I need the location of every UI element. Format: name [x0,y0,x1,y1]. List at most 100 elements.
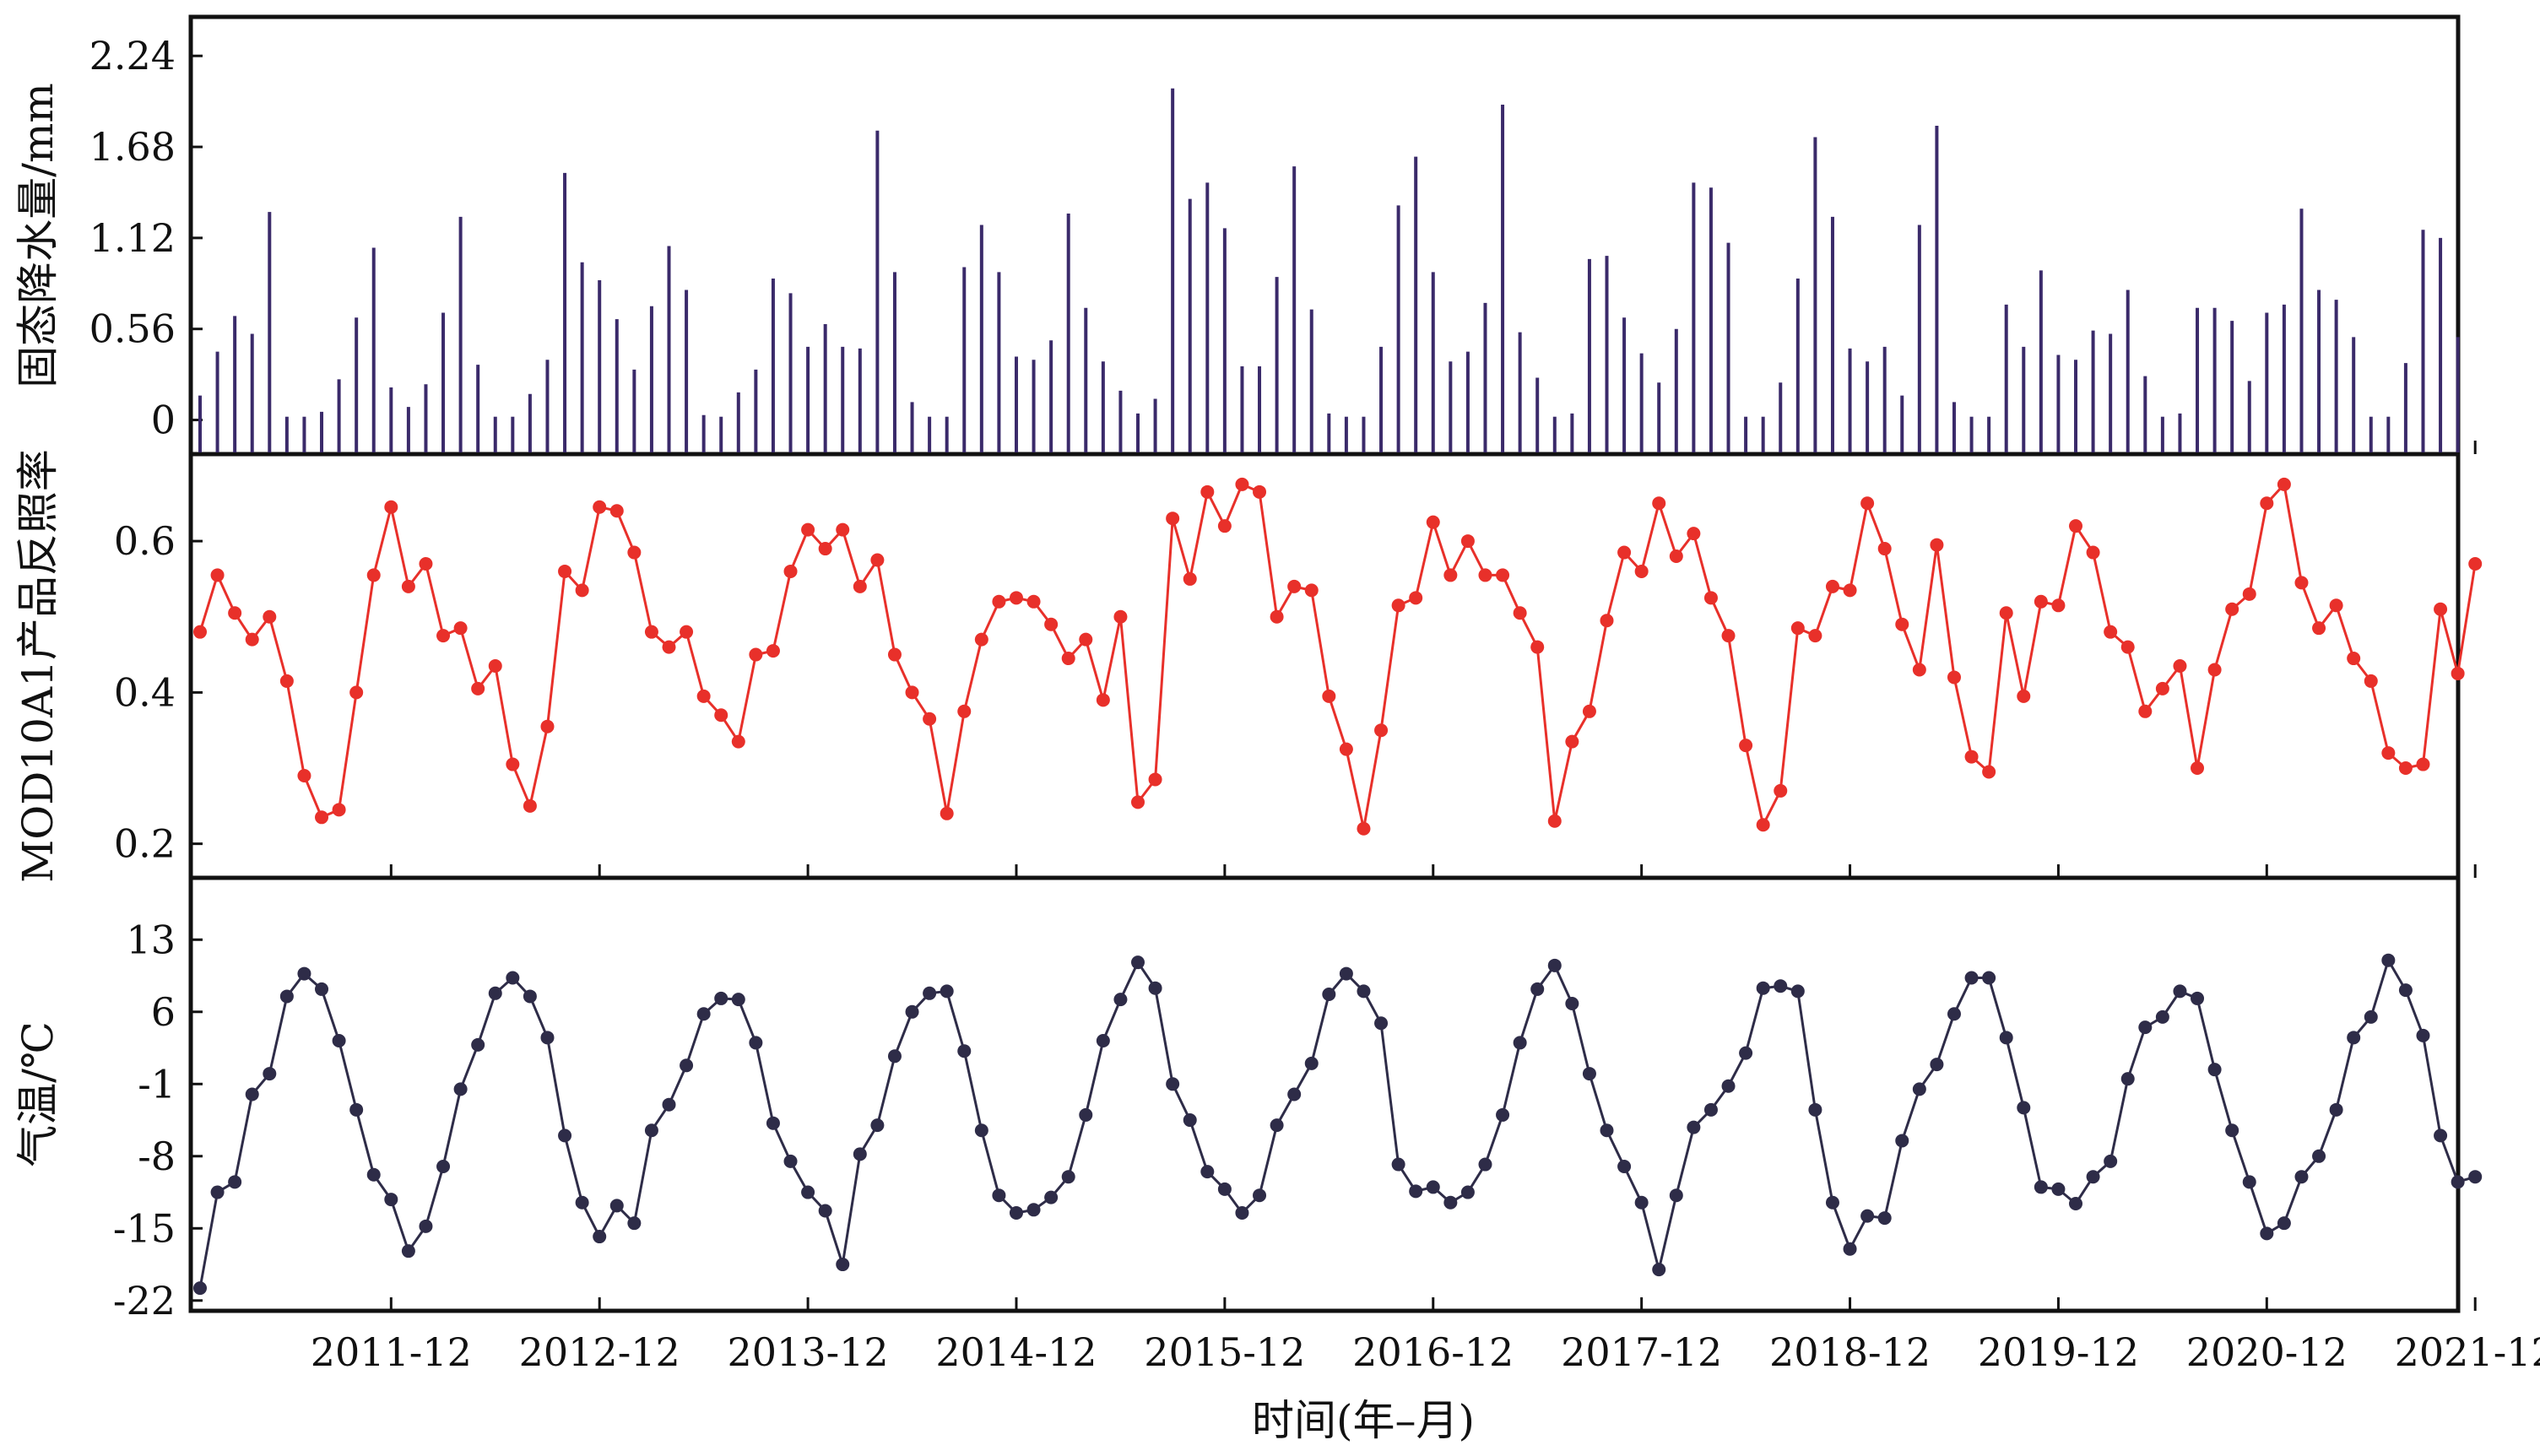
temperature-point [1270,1118,1284,1133]
temperature-point [2173,984,2187,999]
temperature-point [2086,1170,2100,1184]
albedo-point [2017,689,2031,703]
albedo-point [2468,556,2483,571]
temperature-point [1721,1079,1736,1093]
temperature-point [558,1129,572,1143]
axes-layer: 0 0.56 1.12 1.68 2.24 固态降水量/mm 0.2 0.4 0.6 MOD10A… [14,14,2540,1375]
albedo-point [1426,515,1440,529]
temperature-point [2277,1216,2291,1231]
temperature-point [1739,1046,1753,1060]
albedo-point [558,564,572,578]
albedo-point [1774,783,1788,798]
x-tick-label: 2015-12 [1144,1329,1305,1375]
temperature-point [1687,1120,1701,1134]
temperature-point [1582,1067,1596,1081]
albedo-point [662,640,676,654]
albedo-point [923,712,937,726]
albedo-point [2173,659,2187,673]
albedo-point [1912,663,1926,677]
temperature-point [1357,984,1371,999]
temperature-point [453,1082,468,1096]
albedo-point [575,583,589,598]
albedo-point [506,757,520,771]
albedo-point [1739,739,1753,753]
albedo-point [957,704,972,718]
temperature-point [1079,1107,1093,1122]
temperature-point [2468,1170,2483,1184]
albedo-point [1166,511,1180,526]
albedo-point [731,734,745,749]
temperature-point [2034,1180,2048,1194]
temperature-point [575,1195,589,1210]
albedo-point [749,647,763,662]
y-tick-label: 2.24 [89,33,176,78]
temperature-point [1235,1205,1249,1220]
temperature-point [419,1219,433,1233]
temperature-point [1895,1134,1909,1148]
temperature-point [401,1244,415,1258]
temperature-point [870,1118,885,1133]
temperature-point [1999,1031,2013,1045]
temperature-point [696,1007,711,1021]
albedo-point [1322,689,1336,703]
albedo-point [2277,477,2291,491]
albedo-point [1409,591,1423,605]
temperature-point [680,1058,694,1073]
albedo-series-line [198,481,2477,830]
temperature-point [263,1067,277,1081]
temperature-point [2120,1072,2135,1086]
temperature-point [1790,984,1805,999]
albedo-point [783,564,798,578]
temperature-point [957,1044,972,1058]
temperature-point [279,989,294,1004]
y-tick-label: -1 [138,1061,176,1107]
albedo-point [419,556,433,571]
temperature-point [1426,1180,1440,1194]
albedo-point [1756,818,1770,832]
temperature-point [1322,988,1336,1002]
albedo-point [2347,652,2361,666]
temperature-point [366,1167,381,1182]
albedo-point [1391,598,1405,613]
x-axis-title: 时间(年–月) [1252,1396,1475,1445]
temperature-point [2051,1182,2066,1196]
temperature-point [1253,1188,1267,1203]
temperature-point [1600,1123,1614,1138]
temperature-point [887,1049,902,1064]
albedo-point [2155,681,2169,696]
albedo-point [1860,496,1875,511]
albedo-point [540,719,555,733]
albedo-point [593,500,607,514]
albedo-point [366,568,381,582]
albedo-point [1478,568,1492,582]
albedo-point [1339,742,1353,756]
y-axis-title-3: 气温/℃ [14,1021,62,1167]
temperature-point [2329,1102,2343,1117]
albedo-point [627,545,642,560]
temperature-point [2017,1101,2031,1115]
temperature-point [1703,1102,1718,1117]
albedo-point [2381,746,2396,760]
albedo-point [1253,484,1267,499]
temperature-point [2207,1063,2222,1077]
albedo-point [2364,674,2378,688]
albedo-point [1183,571,1197,586]
temperature-point [2312,1149,2326,1163]
temperature-point [1026,1203,1041,1217]
albedo-point [2242,587,2256,601]
y-tick-label: -15 [113,1205,176,1251]
albedo-point [1617,545,1632,560]
albedo-point [1790,621,1805,636]
albedo-point [1009,591,1023,605]
albedo-point [1374,723,1389,738]
albedo-point [1026,594,1041,609]
temperature-point [1947,1007,1961,1021]
temperature-point [1513,1036,1527,1050]
temperature-point [2398,983,2413,998]
albedo-point [853,579,867,593]
albedo-point [384,500,398,514]
temperature-point [540,1031,555,1045]
temperature-point [1096,1033,1110,1047]
